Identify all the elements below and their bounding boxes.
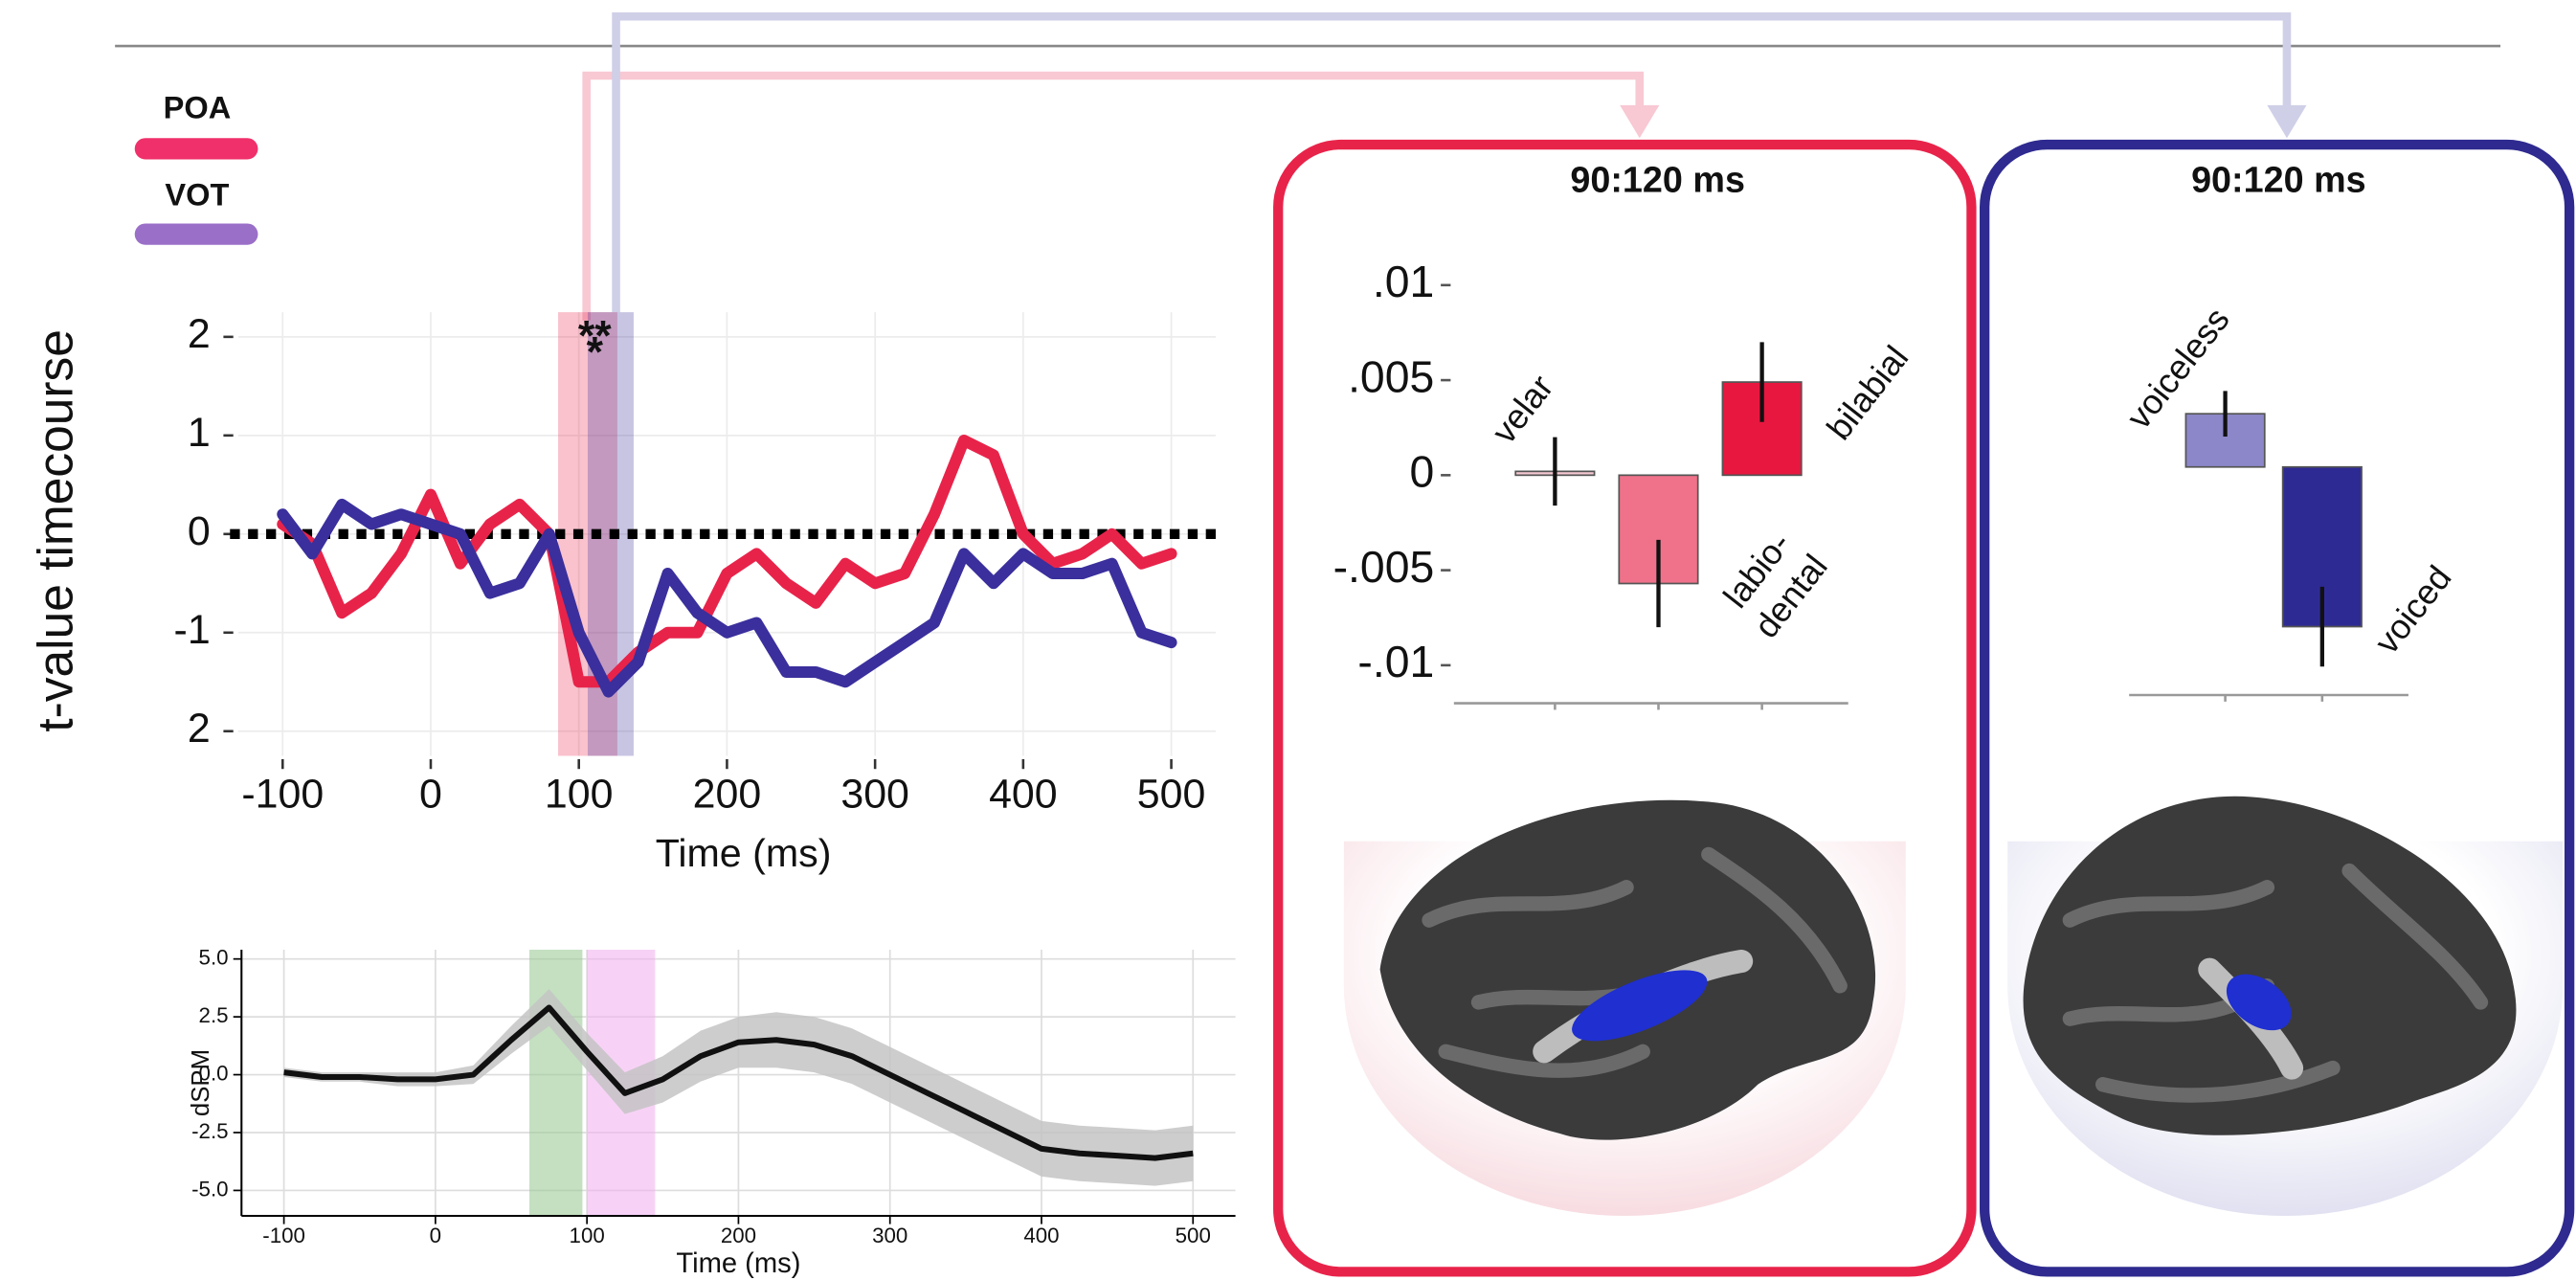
connector	[616, 16, 2287, 312]
legend-label: VOT	[165, 177, 229, 213]
y-tick-label: -5.0	[191, 1177, 228, 1201]
category-label: labio-dental	[1713, 520, 1835, 644]
x-tick-label: -100	[241, 772, 324, 818]
x-axis-label: Time (ms)	[656, 831, 832, 875]
category-label: bilabial	[1819, 338, 1915, 447]
legend-swatch	[135, 223, 258, 244]
x-tick-label: 0	[419, 772, 442, 818]
y-tick-label: -.01	[1357, 637, 1434, 686]
x-axis-label: Time (ms)	[676, 1248, 800, 1279]
x-tick-label: 500	[1176, 1224, 1211, 1247]
y-axis-label: t-value timecourse	[27, 329, 82, 731]
x-tick-label: 300	[840, 772, 909, 818]
y-tick-label: 5.0	[199, 946, 229, 970]
legend-swatch	[135, 138, 258, 159]
annotation: *	[587, 329, 604, 376]
arrow	[2267, 105, 2306, 138]
x-tick-label: 200	[693, 772, 762, 818]
y-tick-label: 0	[188, 508, 211, 554]
y-tick-label: -1	[174, 607, 211, 653]
brain-right	[2007, 797, 2563, 1216]
x-tick-label: 400	[989, 772, 1058, 818]
category-label: velar	[1484, 368, 1560, 451]
connector	[587, 76, 1640, 321]
x-tick-label: 200	[721, 1224, 756, 1247]
panel-title: 90:120 ms	[2191, 160, 2366, 200]
arrow	[1620, 105, 1659, 138]
y-tick-label: .005	[1348, 351, 1434, 401]
x-tick-label: 300	[872, 1224, 907, 1247]
panel-title: 90:120 ms	[1570, 160, 1745, 200]
y-tick-label: 2.5	[199, 1003, 229, 1027]
category-label: voiced	[2366, 558, 2458, 661]
span	[529, 950, 582, 1216]
y-tick-label: -2.5	[191, 1119, 228, 1143]
legend-label: POA	[164, 90, 232, 125]
y-tick-label: 2	[188, 311, 211, 357]
x-tick-label: -100	[262, 1224, 305, 1247]
y-tick-label: .01	[1373, 257, 1434, 306]
x-tick-label: 100	[570, 1224, 605, 1247]
figure: -1000100200300400500210-12**POA*VOTTime …	[0, 0, 2576, 1280]
y-tick-label: 2	[188, 706, 211, 752]
y-tick-label: -.005	[1333, 542, 1435, 592]
brain-left	[1344, 800, 1906, 1216]
y-tick-label: 1	[188, 410, 211, 456]
x-tick-label: 400	[1023, 1224, 1059, 1247]
x-tick-label: 0	[430, 1224, 441, 1247]
y-axis-label: dSPM	[188, 1049, 214, 1116]
x-tick-label: 500	[1137, 772, 1206, 818]
x-tick-label: 100	[545, 772, 614, 818]
y-tick-label: 0	[1409, 447, 1434, 497]
